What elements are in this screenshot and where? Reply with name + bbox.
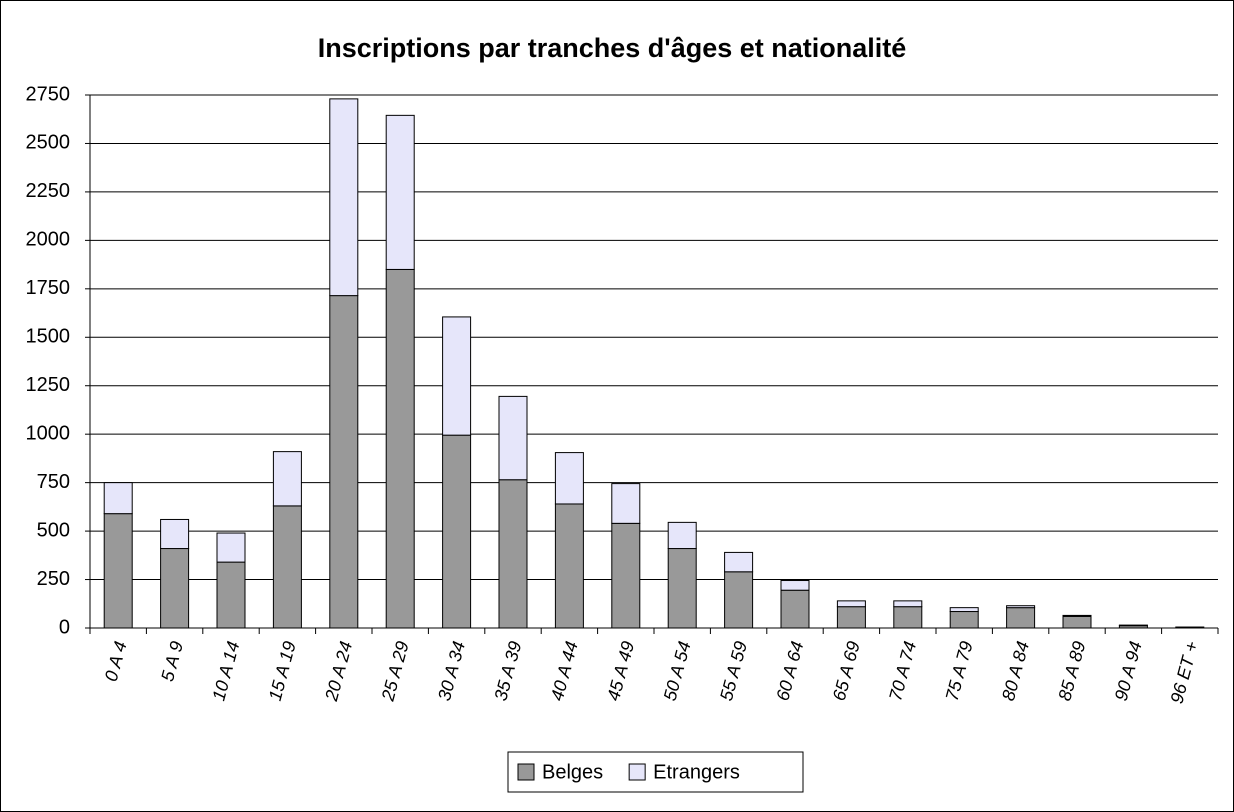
bar-segment	[893, 600, 923, 608]
bar-segment	[498, 479, 528, 629]
bar-segment	[780, 589, 810, 629]
y-tick-label: 1750	[26, 277, 71, 299]
legend-swatch	[517, 763, 535, 781]
bar-segment	[272, 451, 302, 507]
y-tick-label: 1250	[26, 374, 71, 396]
chart-title: Inscriptions par tranches d'âges et nati…	[318, 33, 907, 63]
legend: Belges Etrangers	[507, 751, 804, 793]
y-tick-label: 2250	[26, 180, 71, 202]
bar-segment	[1062, 614, 1092, 617]
bar-segment	[836, 600, 866, 608]
y-tick-label: 2000	[26, 229, 71, 251]
bar-segment	[893, 606, 923, 629]
legend-label: Etrangers	[653, 761, 740, 783]
bar-segment	[385, 268, 415, 629]
bar-segment	[1062, 615, 1092, 629]
bar-segment	[1118, 624, 1148, 627]
bar-segment	[949, 611, 979, 629]
bar-segment	[724, 571, 754, 629]
bar-segment	[216, 561, 246, 629]
bar-segment	[103, 513, 133, 629]
y-tick-label: 1500	[26, 326, 71, 348]
bar-segment	[442, 434, 472, 629]
bar-segment	[554, 503, 584, 629]
bar-segment	[1006, 607, 1036, 629]
bar-segment	[611, 522, 641, 629]
bar-segment	[329, 98, 359, 297]
y-tick-label: 250	[37, 568, 70, 590]
bar-segment	[780, 580, 810, 591]
bar-segment	[160, 518, 190, 550]
bar-segment	[724, 551, 754, 573]
y-tick-label: 2750	[26, 83, 71, 105]
bar-segment	[667, 548, 697, 629]
bar-segment	[103, 482, 133, 515]
bar-segment	[385, 114, 415, 270]
bar-segment	[160, 548, 190, 629]
legend-swatch	[628, 763, 646, 781]
y-tick-label: 1000	[26, 422, 71, 444]
bar-segment	[498, 395, 528, 481]
bar-segment	[272, 505, 302, 629]
bar-segment	[442, 316, 472, 436]
bar-segment	[1006, 605, 1036, 609]
y-tick-label: 0	[59, 616, 70, 638]
y-tick-label: 750	[37, 471, 70, 493]
bar-segment	[216, 532, 246, 563]
bar-segment	[836, 606, 866, 629]
bar-segment	[611, 483, 641, 524]
y-tick-label: 2500	[26, 132, 71, 154]
y-tick-label: 500	[37, 519, 70, 541]
bar-segment	[329, 295, 359, 629]
bar-segment	[667, 521, 697, 550]
legend-box	[507, 751, 804, 793]
bar-segment	[554, 452, 584, 505]
bar-segment	[949, 607, 979, 613]
legend-label: Belges	[542, 761, 603, 783]
